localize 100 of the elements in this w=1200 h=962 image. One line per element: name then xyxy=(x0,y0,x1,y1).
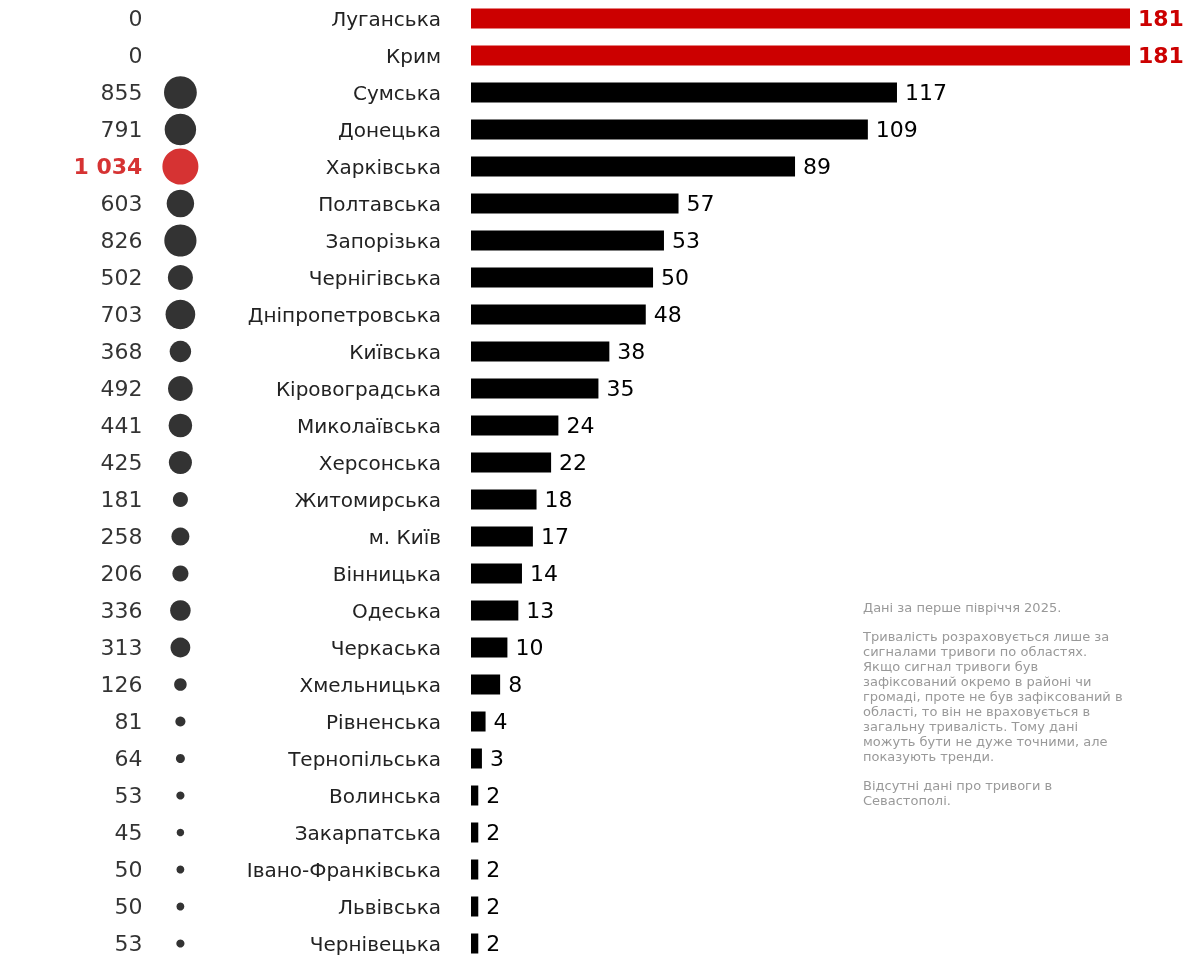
data-label: 50 xyxy=(114,857,143,882)
data-label: 38 xyxy=(617,339,646,364)
bar xyxy=(471,8,1130,29)
bar xyxy=(471,600,519,621)
bar xyxy=(471,489,537,510)
bar xyxy=(471,563,522,584)
y-tick-label: Миколаївська xyxy=(296,413,441,438)
y-tick-label: Запорізька xyxy=(325,228,441,253)
data-label: 45 xyxy=(114,820,143,845)
data-label: 53 xyxy=(114,931,143,956)
annotation: Дані за перше півріччя 2025. xyxy=(863,600,1063,615)
data-label: 64 xyxy=(114,746,143,771)
data-label: 2 xyxy=(486,820,501,845)
data-label: 336 xyxy=(100,598,143,623)
data-label: 441 xyxy=(100,413,143,438)
data-label: 2 xyxy=(486,783,501,808)
y-tick-label: Кіровоградська xyxy=(275,376,441,401)
data-label: 35 xyxy=(606,376,635,401)
bar xyxy=(471,526,533,547)
data-label: 10 xyxy=(515,635,544,660)
data-label: 368 xyxy=(100,339,143,364)
data-label: 117 xyxy=(904,80,947,105)
data-label: 4 xyxy=(493,709,508,734)
y-tick-label: Житомирська xyxy=(294,487,441,512)
y-tick-label: Луганська xyxy=(331,6,441,31)
bar xyxy=(471,711,486,732)
data-label: 181 xyxy=(100,487,143,512)
data-label: 48 xyxy=(653,302,682,327)
data-label: 703 xyxy=(100,302,143,327)
data-label: 2 xyxy=(486,931,501,956)
y-tick-label: Донецька xyxy=(338,117,441,142)
bar xyxy=(471,341,610,362)
data-label: 13 xyxy=(526,598,555,623)
data-label: 57 xyxy=(686,191,715,216)
data-label: 8 xyxy=(508,672,523,697)
bar xyxy=(471,415,559,436)
data-label: 126 xyxy=(100,672,143,697)
y-tick-label: Закарпатська xyxy=(294,820,441,845)
bar xyxy=(471,896,479,917)
data-label: 17 xyxy=(540,524,569,549)
data-label: 14 xyxy=(529,561,558,586)
y-tick-label: Рівненська xyxy=(326,709,441,734)
y-tick-label: м. Київ xyxy=(368,524,441,549)
data-label: 258 xyxy=(100,524,143,549)
bar xyxy=(471,230,664,251)
data-label: 0 xyxy=(128,43,143,68)
y-tick-label: Івано-Франківська xyxy=(246,857,441,882)
data-label: 50 xyxy=(114,894,143,919)
data-label: 53 xyxy=(671,228,700,253)
data-label: 18 xyxy=(544,487,573,512)
data-label: 22 xyxy=(559,450,588,475)
data-label: 855 xyxy=(100,80,143,105)
y-tick-label: Чернівецька xyxy=(309,931,441,956)
data-label: 181 xyxy=(1138,6,1184,31)
data-label: 109 xyxy=(875,117,918,142)
y-tick-label: Полтавська xyxy=(318,191,441,216)
data-label: 81 xyxy=(114,709,143,734)
y-tick-label: Харківська xyxy=(325,154,441,179)
bar xyxy=(471,822,479,843)
data-label: 2 xyxy=(486,894,501,919)
data-label: 502 xyxy=(100,265,143,290)
y-tick-label: Вінницька xyxy=(332,561,441,586)
bar xyxy=(471,748,482,769)
bar xyxy=(471,193,679,214)
y-tick-label: Волинська xyxy=(329,783,441,808)
bar xyxy=(471,82,897,103)
y-tick-label: Херсонська xyxy=(318,450,441,475)
bar xyxy=(471,45,1130,66)
data-label: 826 xyxy=(100,228,143,253)
y-tick-label: Крим xyxy=(386,43,441,68)
data-label: 206 xyxy=(100,561,143,586)
data-label: 89 xyxy=(803,154,832,179)
annotation: Відсутні дані про тривоги в Севастополі. xyxy=(863,778,1054,808)
data-label: 24 xyxy=(566,413,595,438)
bar xyxy=(471,637,508,658)
bar xyxy=(471,304,646,325)
data-label: 603 xyxy=(100,191,143,216)
bar xyxy=(471,119,868,140)
y-tick-label: Сумська xyxy=(352,80,441,105)
data-label: 0 xyxy=(128,6,143,31)
bar xyxy=(471,785,479,806)
data-label: 3 xyxy=(489,746,504,771)
data-label: 425 xyxy=(100,450,143,475)
bar xyxy=(471,674,501,695)
y-tick-label: Одеська xyxy=(352,598,441,623)
y-tick-label: Дніпропетровська xyxy=(247,302,441,327)
y-tick-label: Тернопільська xyxy=(287,746,441,771)
bar xyxy=(471,378,599,399)
data-label: 492 xyxy=(100,376,143,401)
data-label: 2 xyxy=(486,857,501,882)
bar xyxy=(471,452,552,473)
data-label: 53 xyxy=(114,783,143,808)
text: Тривалість розраховується лише за сигналами тривоги по областях. Якщо сигнал тривоги був зафіксований окремо в районі чи громаді, проте не був зафіксований в області, то він не враховується в загальну тривалість. Тому дані можуть бути не дуже точними, але показують тренди. xyxy=(863,629,1123,764)
y-tick-label: Київська xyxy=(349,339,441,364)
data-label: 181 xyxy=(1138,43,1184,68)
y-tick-label: Черкаська xyxy=(330,635,441,660)
y-tick-label: Хмельницька xyxy=(299,672,441,697)
data-label: 1 034 xyxy=(73,154,143,179)
bar xyxy=(471,156,796,177)
data-label: 313 xyxy=(100,635,143,660)
